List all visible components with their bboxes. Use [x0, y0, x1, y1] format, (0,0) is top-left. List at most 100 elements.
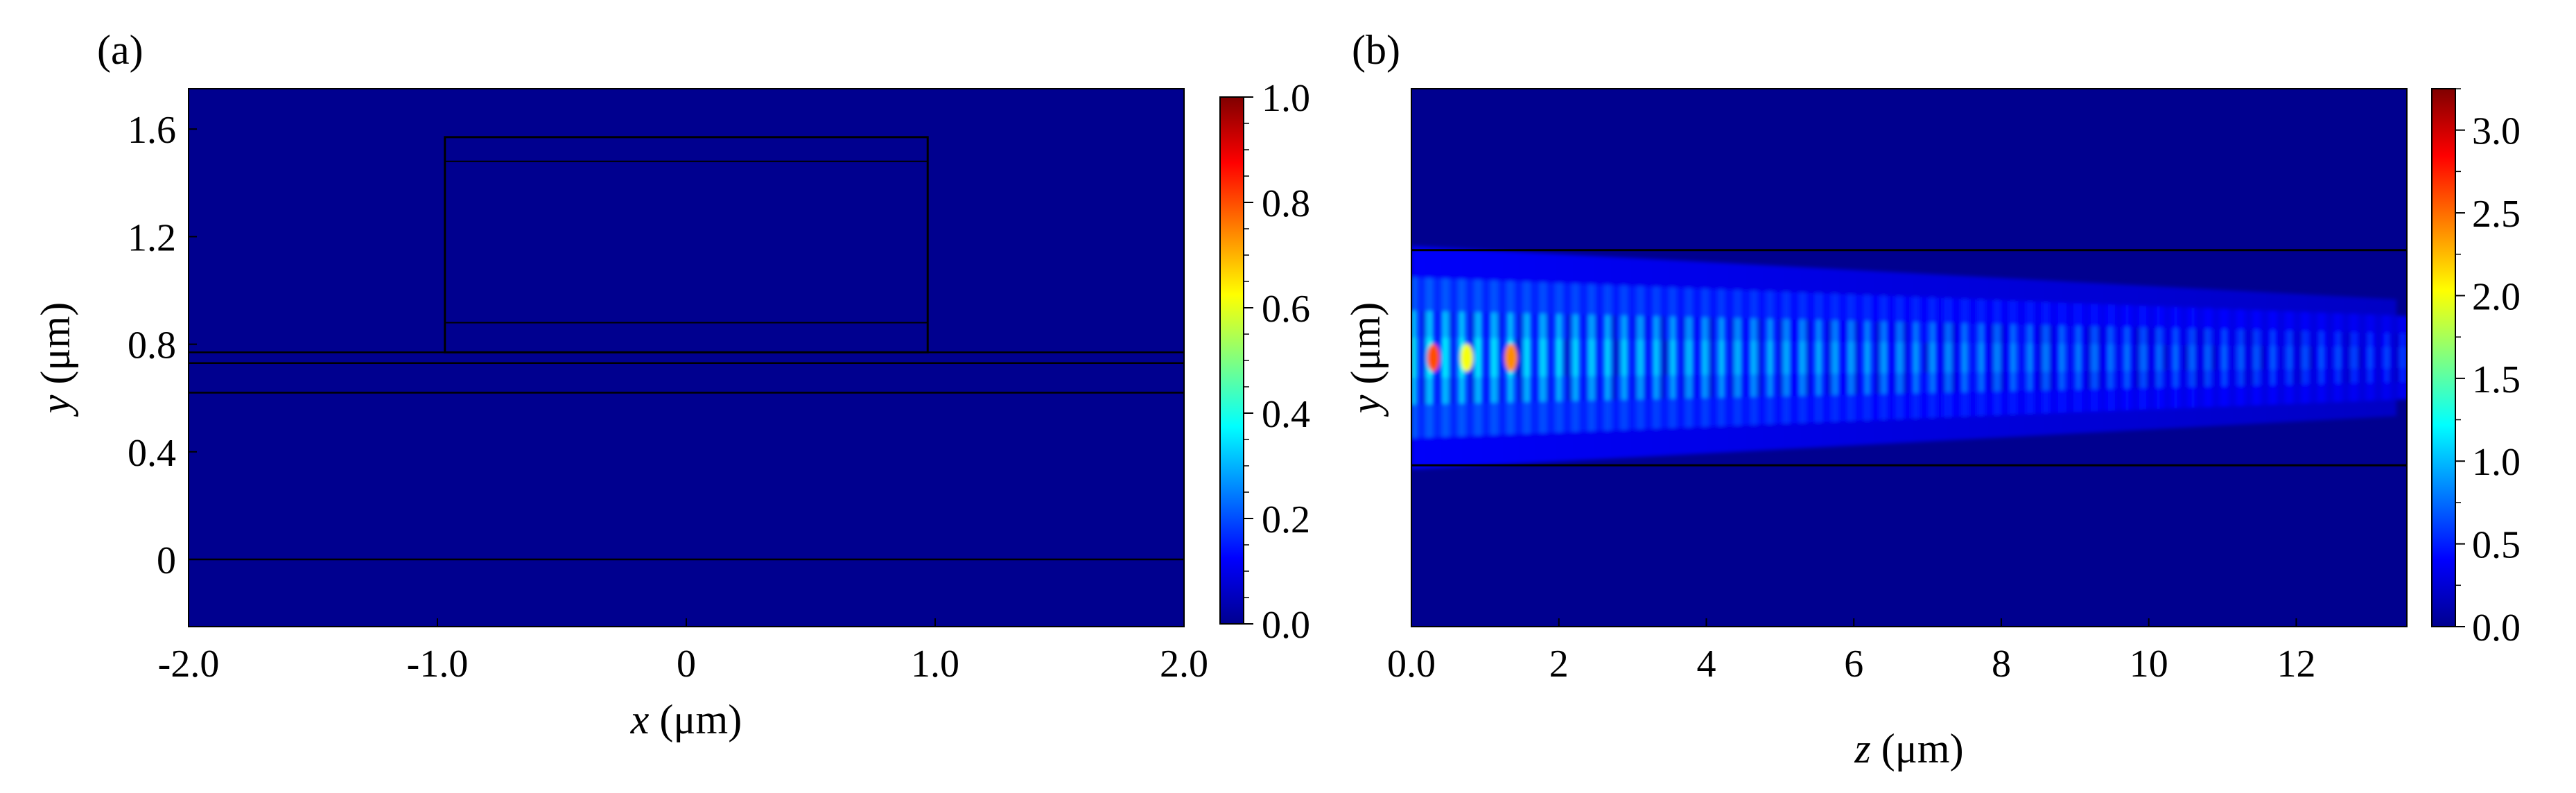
beam-slice [1585, 339, 1589, 376]
beam-slice [1949, 342, 1953, 373]
beam-slice [2271, 346, 2275, 369]
beam-slice [2268, 346, 2272, 369]
beam-slice [1928, 342, 1932, 373]
beam-slice [1644, 340, 1648, 376]
beam-slice [2181, 307, 2185, 408]
beam-slice [2202, 345, 2206, 370]
beam-slice [1848, 342, 1852, 374]
beam-slice [1536, 338, 1540, 377]
beam-slice [1886, 342, 1890, 374]
beam-slice [2132, 305, 2136, 410]
beam-slice [1692, 340, 1696, 376]
beam-slice [1599, 284, 1603, 431]
beam-slice [1495, 338, 1499, 377]
beam-slice [1917, 342, 1922, 373]
beam-slice [2240, 345, 2244, 370]
panel-a: (a) -2.0 -1.0 0 1.0 2.0 0 0.4 0.8 1.2 1.6 x (μm)… [33, 27, 1310, 742]
beam-slice [1838, 342, 1842, 374]
colorbar-tick-label: 2.0 [2472, 275, 2521, 318]
colorbar-tick-label: 3.0 [2472, 110, 2521, 153]
beam-slice [2004, 300, 2008, 415]
beam-slice [2219, 345, 2223, 370]
colorbar-tick-label: 1.0 [2472, 441, 2521, 484]
beam-slice [1557, 339, 1561, 376]
beam-slice [1834, 341, 1838, 374]
beam-slice [1661, 340, 1665, 376]
beam-slice [2053, 302, 2057, 413]
beam-slice [1755, 340, 1759, 375]
beam-slice [1900, 342, 1904, 374]
beam-slice [1595, 339, 1599, 376]
beam-slice [1560, 339, 1565, 376]
beam-slice [1904, 342, 1908, 374]
beam-slice [1592, 339, 1596, 376]
beam-slice [2378, 315, 2383, 401]
x-axis-ticks-a: -2.0 -1.0 0 1.0 2.0 [158, 618, 1208, 686]
beam-slice [1793, 292, 1797, 424]
y-tick-label: 0.8 [128, 324, 176, 367]
beam-slice [1938, 297, 1942, 418]
beam-slice [2236, 345, 2240, 370]
colorbar-tick-label: 0.2 [1262, 498, 1310, 541]
beam-slice [2299, 346, 2303, 369]
beam-slice [1772, 341, 1776, 374]
beam-slice [2344, 313, 2348, 402]
beam-slice [1956, 298, 1960, 417]
beam-slice [1474, 338, 1478, 378]
plot-frame-b [1411, 88, 2408, 627]
beam-slice [2101, 304, 2105, 412]
beam-slice [2261, 345, 2265, 370]
beam-slice [1841, 294, 1845, 421]
beam-slice [2316, 346, 2320, 369]
beam-slice [1609, 339, 1613, 376]
beam-slice [1883, 342, 1887, 374]
x-axis-label-a: x (μm) [630, 697, 742, 742]
beam-slice [2399, 347, 2403, 369]
beam-slice [1651, 340, 1655, 376]
beam-slice [2157, 345, 2161, 371]
beam-slice [1439, 338, 1443, 378]
beam-slice [2361, 314, 2365, 401]
beam-slice [1720, 340, 1724, 375]
beam-slice [2375, 315, 2379, 401]
beam-slice [1973, 299, 1977, 417]
beam-slice [1997, 343, 2001, 372]
beam-slice [1775, 291, 1779, 424]
beam-slice [1682, 340, 1686, 376]
beam-slice [1526, 338, 1530, 377]
beam-slice [2205, 345, 2209, 370]
beam-slice [1876, 342, 1880, 374]
beam-slice [2222, 345, 2227, 370]
hot-spot [1427, 344, 1440, 372]
beam-slice [1554, 339, 1558, 376]
beam-slice [1654, 340, 1658, 376]
x-tick-label: 0.0 [1387, 643, 1436, 686]
y-axis-ticks-a: 0 0.4 0.8 1.2 1.6 [128, 109, 197, 582]
beam-slice [2372, 347, 2376, 369]
beam-slice [1502, 281, 1506, 435]
beam-slice [1481, 338, 1485, 377]
beam-slice [1786, 341, 1790, 374]
beam-slice [1709, 340, 1714, 375]
beam-slice [1515, 338, 1520, 377]
beam-slice [2160, 345, 2164, 371]
beam-slice [1820, 341, 1825, 374]
beam-slice [1689, 340, 1693, 376]
beam-slice [1685, 340, 1689, 376]
beam-slice [2382, 347, 2386, 369]
beam-slice [1959, 342, 1963, 373]
colorbar-tick-label: 0.5 [2472, 524, 2521, 567]
beam-slice [2028, 343, 2033, 372]
beam-slice [1924, 342, 1929, 373]
beam-slice [1963, 342, 1967, 373]
beam-slice [2063, 344, 2067, 372]
beam-slice [1657, 340, 1662, 376]
beam-slice [1664, 340, 1669, 376]
beam-slice [1633, 340, 1637, 376]
beam-slice [2396, 347, 2400, 369]
beam-slice [1581, 284, 1585, 432]
beam-slice [2014, 343, 2019, 372]
y-axis-label-a: y (μm) [33, 302, 78, 417]
colorbar-ticks-b: 0.0 0.5 1.0 1.5 2.0 2.5 3.0 [2455, 88, 2521, 650]
beam-slice [2326, 313, 2331, 403]
